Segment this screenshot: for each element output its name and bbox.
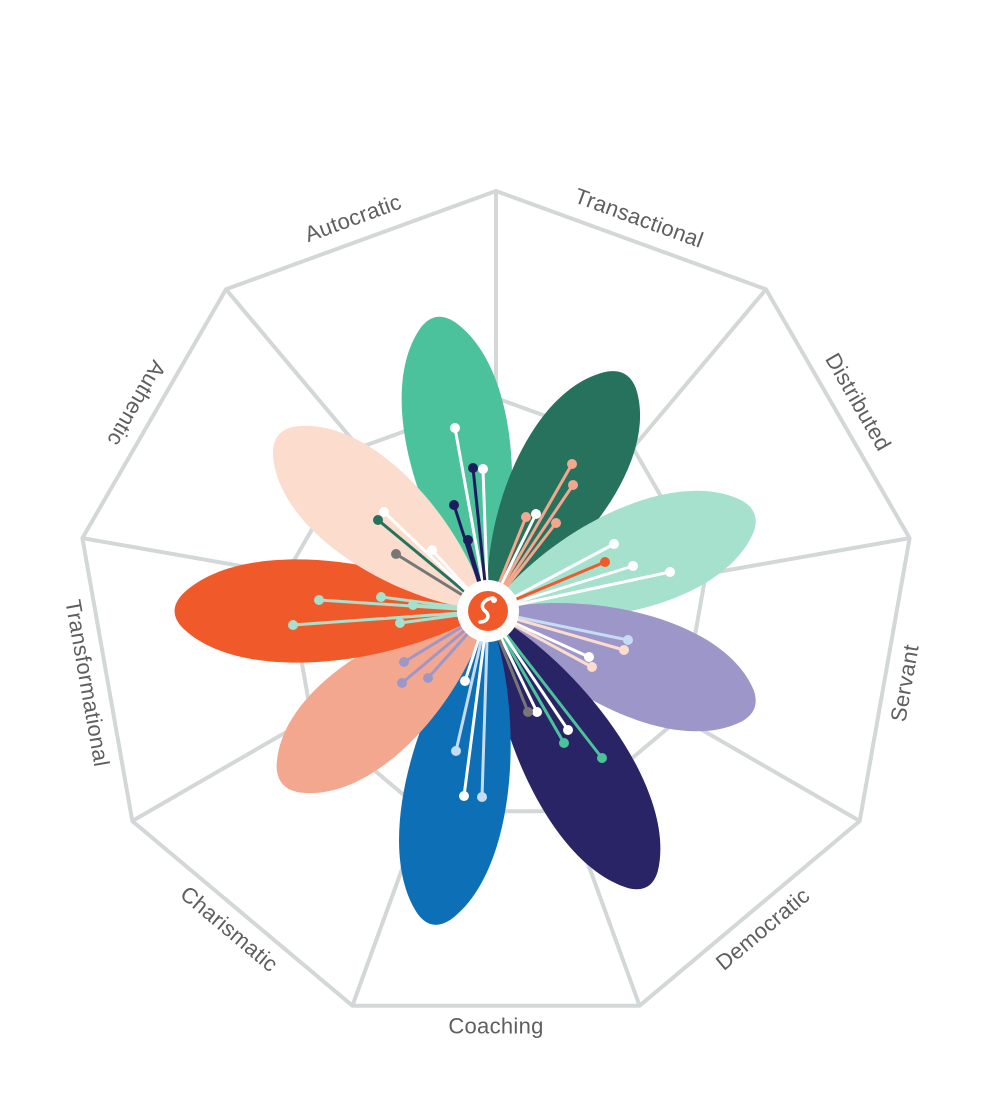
stamen-line: [508, 614, 630, 642]
stamen-dot: [551, 518, 561, 528]
stamen-line: [497, 462, 574, 594]
logo-swirl: [478, 596, 495, 624]
stamen-dot: [460, 676, 470, 686]
grid-spoke: [705, 536, 910, 576]
stamen-line: [494, 630, 530, 714]
stamen-line: [506, 560, 607, 604]
stamen-line: [394, 552, 471, 601]
stamen-dot: [665, 567, 675, 577]
stamen-dot: [395, 618, 405, 628]
stamen-dot: [568, 480, 578, 490]
stamen-dot: [391, 549, 401, 559]
petal-coaching: [399, 611, 511, 925]
stamen-line: [454, 630, 485, 753]
stamen-dot: [408, 600, 418, 610]
grid-spoke: [679, 715, 861, 823]
stamen-dot: [523, 707, 533, 717]
outer-nonagon: [80, 188, 912, 1008]
stamen-line: [430, 548, 475, 597]
label-coaching: Coaching: [448, 1014, 543, 1039]
stamen-line: [500, 626, 604, 760]
stamen-dot: [531, 509, 541, 519]
stamen-line: [497, 628, 566, 745]
logo-dot: [491, 597, 497, 603]
grid-spoke: [224, 288, 361, 450]
stamen-line: [480, 631, 489, 799]
stamen-line: [505, 619, 594, 669]
stamen-dot: [314, 595, 324, 605]
stamen-dot: [628, 561, 638, 571]
stamen-line: [500, 521, 558, 596]
stamen-line: [291, 611, 468, 627]
stamen-line: [496, 512, 538, 593]
stamen-dot: [463, 535, 473, 545]
stamen-dot: [597, 753, 607, 763]
stamen-dot: [623, 635, 633, 645]
petal-distributed: [488, 490, 756, 619]
center-logo: [457, 580, 519, 642]
stamen-dot: [376, 592, 386, 602]
stamen-dot: [559, 738, 569, 748]
stamen-line: [400, 623, 473, 685]
stamen-line: [379, 595, 468, 610]
stamen-dot: [459, 791, 469, 801]
stamen-dot: [423, 673, 433, 683]
label-autocratic: Autocratic: [301, 189, 404, 247]
stamen-dot: [399, 657, 409, 667]
grid-spoke: [631, 288, 768, 450]
stamen-line: [426, 625, 475, 680]
stamen-dot: [600, 557, 610, 567]
petal-democratic: [487, 611, 661, 890]
stamen-dot: [450, 423, 460, 433]
stamen-dot: [563, 725, 573, 735]
stamen-line: [462, 631, 487, 798]
stamen-line: [505, 542, 616, 603]
stamen-line: [496, 629, 539, 714]
stamen-dot: [373, 515, 383, 525]
stamen-dot: [587, 662, 597, 672]
stamen-line: [402, 620, 471, 664]
stamen-dot: [427, 545, 437, 555]
label-servant: Servant: [886, 643, 924, 724]
stamen-line: [507, 615, 626, 652]
stamen-line: [506, 618, 591, 659]
stamen-line: [507, 564, 635, 606]
stamen-dot: [521, 512, 531, 522]
stamen-dot: [288, 620, 298, 630]
stamen-line: [498, 483, 575, 595]
stamen-dot: [397, 678, 407, 688]
stamen-line: [471, 466, 488, 591]
stamen-dot: [477, 792, 487, 802]
stamen-dot: [451, 746, 461, 756]
stamen-dot: [609, 539, 619, 549]
stamen-line: [481, 467, 489, 591]
stamen-line: [453, 426, 486, 591]
petal-servant: [488, 603, 756, 732]
stamen-line: [508, 570, 672, 608]
stamen-dot: [468, 463, 478, 473]
stamen-dot: [584, 652, 594, 662]
phoenix-logo-icon: [468, 591, 508, 631]
label-democratic: Democratic: [711, 883, 815, 976]
stamen-dot: [449, 500, 459, 510]
grid-spoke: [131, 715, 313, 823]
petal-transactional: [487, 371, 641, 611]
stamen-dot: [379, 507, 389, 517]
stamen-dot: [619, 645, 629, 655]
stamen-dot: [532, 707, 542, 717]
stamen-line: [382, 510, 474, 598]
stamen-dot: [478, 464, 488, 474]
stamen-dot: [567, 459, 577, 469]
stamen-line: [398, 612, 468, 625]
stamen-line: [498, 627, 570, 732]
label-charismatic: Charismatic: [176, 881, 284, 977]
stamen-line: [494, 515, 528, 593]
stamen-line: [376, 518, 473, 599]
